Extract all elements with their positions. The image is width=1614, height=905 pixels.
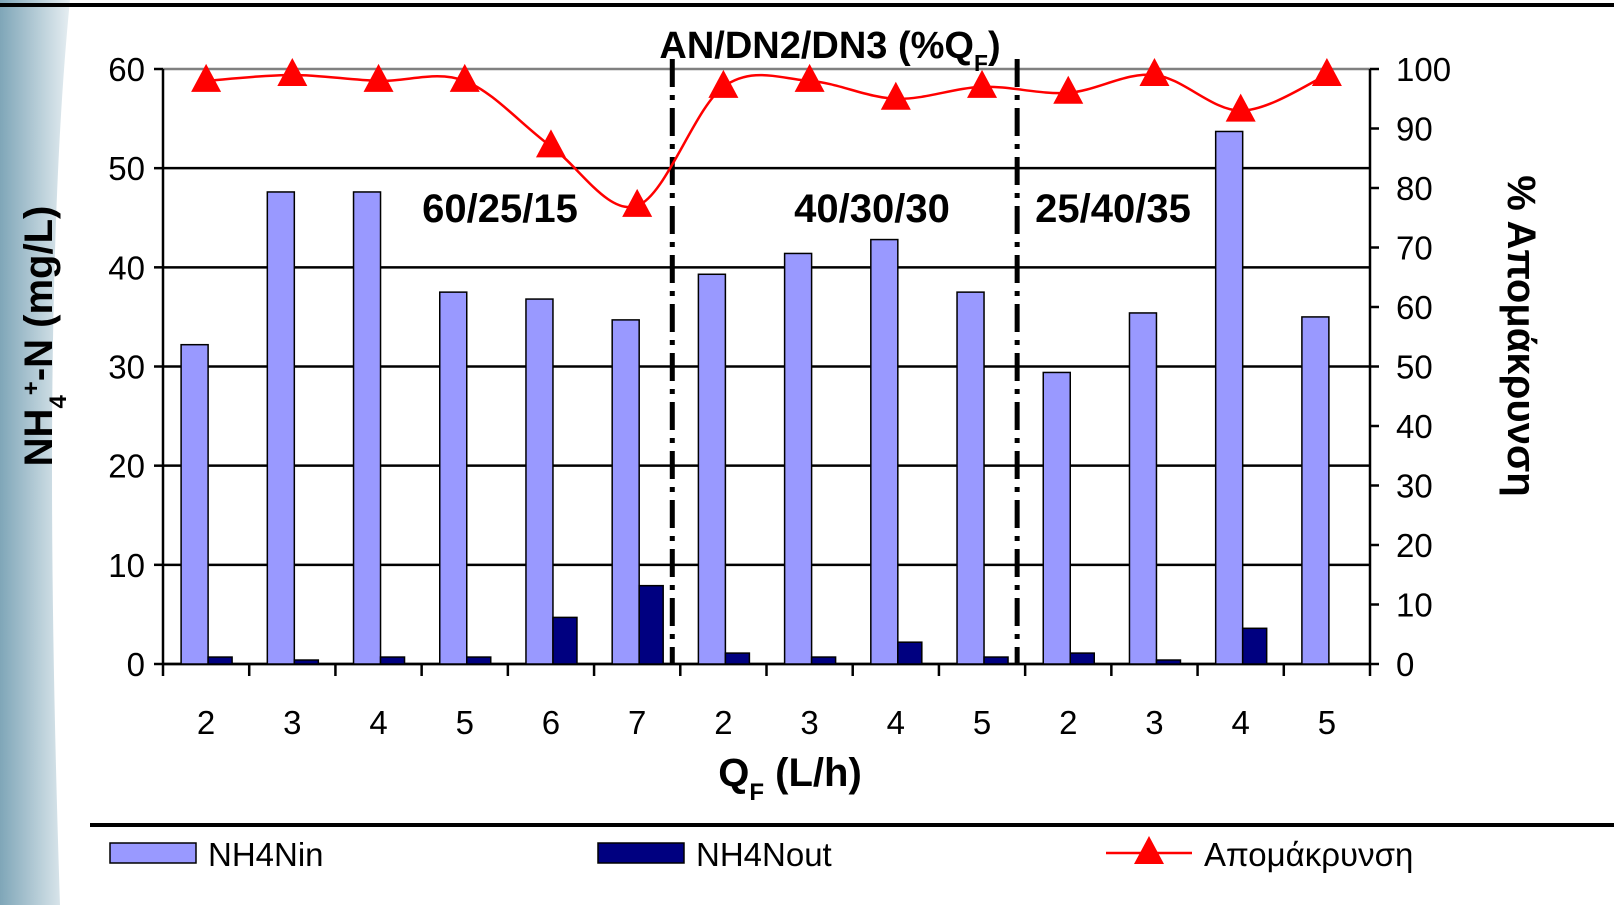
x-axis-label: QF (L/h) bbox=[718, 751, 862, 806]
bar bbox=[1043, 372, 1070, 664]
y-tick-label: 60 bbox=[108, 51, 145, 88]
bar bbox=[1243, 628, 1267, 664]
x-tick-label: 6 bbox=[542, 704, 560, 741]
bar bbox=[898, 642, 922, 664]
y2-tick-label: 60 bbox=[1396, 289, 1433, 326]
bar bbox=[267, 192, 294, 664]
bar bbox=[1302, 317, 1329, 664]
x-axis-label-part: (L/h) bbox=[764, 751, 862, 795]
bar bbox=[208, 657, 232, 664]
x-tick-label: 3 bbox=[1145, 704, 1163, 741]
bar bbox=[1070, 653, 1094, 664]
x-tick-label: 4 bbox=[369, 704, 387, 741]
legend-label: NH4Nin bbox=[208, 836, 324, 873]
y-axis-label-part: -N (mg/L) bbox=[17, 206, 61, 382]
y2-tick-label: 50 bbox=[1396, 349, 1433, 386]
page: 0 10 20 30 40 50 60 0 10 20 30 40 50 60 70 80 90 100 2 3 4 5 6… bbox=[0, 0, 1614, 905]
y2-tick-label: 10 bbox=[1396, 587, 1433, 624]
marker bbox=[708, 70, 738, 98]
marker bbox=[1053, 76, 1083, 104]
y-axis-label: NH4+-N (mg/L) bbox=[17, 206, 72, 467]
chart-title-part: AN/DN2/DN3 (%Q bbox=[659, 25, 974, 67]
bar bbox=[294, 660, 318, 664]
y-axis-label-part: + bbox=[18, 381, 45, 395]
legend-swatch bbox=[598, 843, 684, 863]
bar bbox=[1216, 131, 1243, 664]
bar bbox=[785, 253, 812, 664]
y-tick-label: 50 bbox=[108, 150, 145, 187]
marker bbox=[881, 82, 911, 110]
y2-axis-label: % Απομάκρυνση bbox=[1499, 175, 1543, 496]
x-tick-label: 7 bbox=[628, 704, 646, 741]
bar bbox=[871, 240, 898, 664]
bar bbox=[725, 653, 749, 664]
marker bbox=[1312, 58, 1342, 86]
bar bbox=[984, 657, 1008, 664]
marker bbox=[1226, 94, 1256, 122]
chart-title-part: F bbox=[974, 50, 988, 76]
y-axis-label-part: NH bbox=[17, 409, 61, 467]
x-tick-label: 3 bbox=[800, 704, 818, 741]
x-tick-label: 4 bbox=[1231, 704, 1249, 741]
chart: 0 10 20 30 40 50 60 0 10 20 30 40 50 60 70 80 90 100 2 3 4 5 6… bbox=[0, 0, 1614, 905]
x-tick-label: 2 bbox=[197, 704, 215, 741]
x-tick-label: 4 bbox=[887, 704, 905, 741]
bar bbox=[1156, 660, 1180, 664]
y2-tick-label: 70 bbox=[1396, 230, 1433, 267]
bar bbox=[812, 657, 836, 664]
annotation: 25/40/35 bbox=[1035, 187, 1191, 231]
bar bbox=[381, 657, 405, 664]
legend-swatch bbox=[110, 843, 196, 863]
y-tick-label: 0 bbox=[127, 646, 145, 683]
bar bbox=[526, 299, 553, 664]
chart-title-part: ) bbox=[988, 25, 1001, 67]
y-axis-label-part: 4 bbox=[45, 395, 72, 409]
x-axis-label-part: F bbox=[749, 779, 764, 806]
annotation: 40/30/30 bbox=[794, 187, 950, 231]
x-tick-label: 5 bbox=[456, 704, 474, 741]
legend-marker bbox=[1134, 836, 1164, 864]
x-axis-label-part: Q bbox=[718, 751, 749, 795]
annotation: 60/25/15 bbox=[422, 187, 578, 231]
bar bbox=[440, 292, 467, 664]
bar bbox=[639, 586, 663, 664]
bar bbox=[698, 274, 725, 664]
legend-label: NH4Nout bbox=[696, 836, 832, 873]
y-tick-label: 10 bbox=[108, 547, 145, 584]
y2-tick-label: 0 bbox=[1396, 646, 1414, 683]
bar bbox=[181, 345, 208, 664]
y-tick-label: 40 bbox=[108, 249, 145, 286]
x-tick-label: 3 bbox=[283, 704, 301, 741]
bar bbox=[612, 320, 639, 664]
y2-tick-label: 40 bbox=[1396, 408, 1433, 445]
x-tick-label: 5 bbox=[973, 704, 991, 741]
marker bbox=[536, 129, 566, 157]
y2-tick-label: 30 bbox=[1396, 468, 1433, 505]
marker bbox=[622, 189, 652, 217]
bar bbox=[354, 192, 381, 664]
y-tick-label: 30 bbox=[108, 349, 145, 386]
y-tick-label: 20 bbox=[108, 448, 145, 485]
x-tick-label: 5 bbox=[1318, 704, 1336, 741]
x-tick-label: 2 bbox=[1059, 704, 1077, 741]
marker bbox=[1139, 58, 1169, 86]
legend-label: Απομάκρυνση bbox=[1204, 836, 1413, 873]
y2-tick-label: 80 bbox=[1396, 170, 1433, 207]
y2-tick-label: 100 bbox=[1396, 51, 1451, 88]
x-tick-label: 2 bbox=[714, 704, 732, 741]
y2-tick-label: 20 bbox=[1396, 527, 1433, 564]
bar bbox=[1129, 313, 1156, 664]
y2-tick-label: 90 bbox=[1396, 111, 1433, 148]
bar bbox=[957, 292, 984, 664]
bar bbox=[467, 657, 491, 664]
marker bbox=[277, 58, 307, 86]
bar bbox=[553, 617, 577, 664]
